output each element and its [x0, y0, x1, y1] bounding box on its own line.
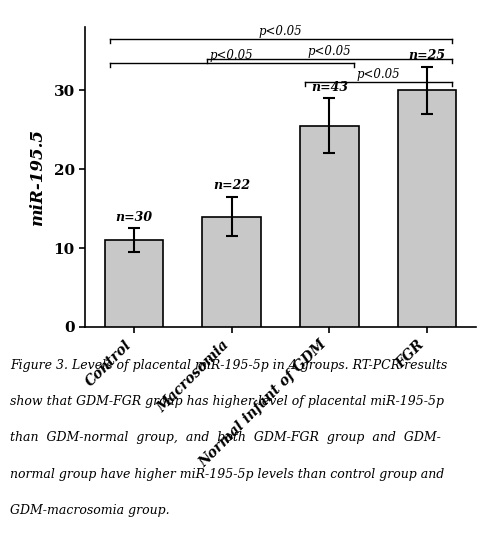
Text: n=43: n=43 — [311, 81, 348, 94]
Text: n=22: n=22 — [213, 179, 250, 192]
Text: p<0.05: p<0.05 — [210, 49, 254, 62]
Text: p<0.05: p<0.05 — [356, 68, 400, 81]
Text: GDM-macrosomia group.: GDM-macrosomia group. — [10, 504, 170, 517]
Bar — [300, 126, 359, 327]
Bar — [105, 240, 163, 327]
Bar — [398, 90, 456, 327]
Y-axis label: miR-195.5: miR-195.5 — [30, 129, 47, 226]
Text: show that GDM-FGR group has higher level of placental miR-195-5p: show that GDM-FGR group has higher level… — [10, 395, 444, 408]
Text: p<0.05: p<0.05 — [259, 25, 303, 38]
Text: Figure 3. Levels of placental miR-195-5p in 4 groups. RT-PCR results: Figure 3. Levels of placental miR-195-5p… — [10, 359, 447, 372]
Text: than  GDM-normal  group,  and  both  GDM-FGR  group  and  GDM-: than GDM-normal group, and both GDM-FGR … — [10, 431, 441, 444]
Text: normal group have higher miR-195-5p levels than control group and: normal group have higher miR-195-5p leve… — [10, 468, 444, 481]
Text: n=30: n=30 — [115, 211, 153, 223]
Bar — [202, 216, 261, 327]
Text: p<0.05: p<0.05 — [308, 45, 351, 58]
Text: n=25: n=25 — [408, 49, 446, 62]
